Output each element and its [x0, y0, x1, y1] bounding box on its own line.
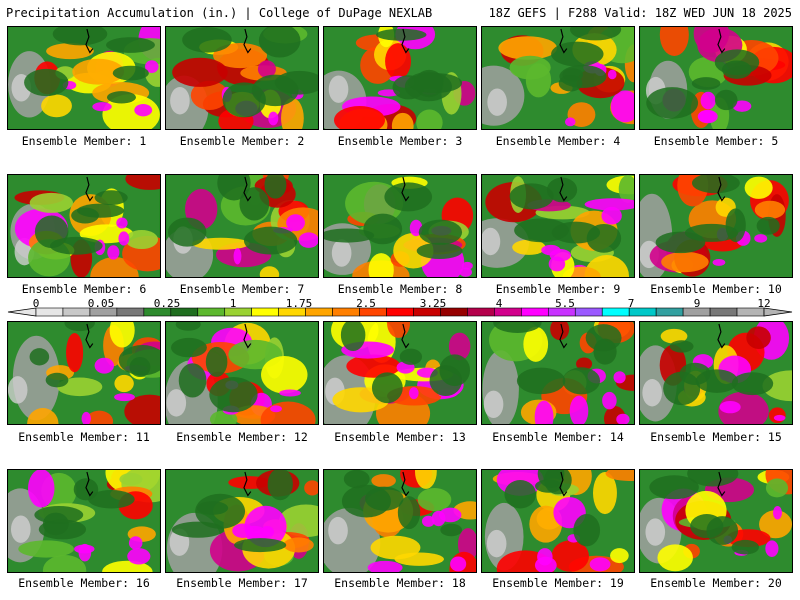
colorbar-swatch [574, 307, 603, 317]
colorbar-swatch [655, 307, 684, 317]
header-run-info: 18Z GEFS | F288 Valid: 18Z WED JUN 18 20… [488, 6, 792, 20]
ensemble-member-label: Ensemble Member: 19 [492, 576, 624, 590]
colorbar-tick-label: 7 [627, 297, 635, 310]
ensemble-member-label: Ensemble Member: 17 [176, 576, 308, 590]
colorbar-tick-label: 1.75 [285, 297, 313, 310]
ensemble-map-panel [323, 321, 477, 425]
ensemble-map-panel [639, 321, 793, 425]
ensemble-map-panel [481, 174, 635, 278]
ensemble-map-panel [323, 469, 477, 573]
ensemble-map-panel [639, 469, 793, 573]
ensemble-member-label: Ensemble Member: 6 [21, 282, 147, 296]
colorbar-tick-label: 0.05 [87, 297, 115, 310]
ensemble-member-label: Ensemble Member: 8 [337, 282, 463, 296]
ensemble-map-panel [165, 26, 319, 130]
colorbar [0, 296, 800, 320]
header-title: Precipitation Accumulation (in.) | Colle… [6, 6, 433, 20]
ensemble-map-panel [165, 174, 319, 278]
ensemble-member-label: Ensemble Member: 11 [18, 430, 150, 444]
ensemble-member-label: Ensemble Member: 10 [650, 282, 782, 296]
colorbar-tick-label: 9 [693, 297, 701, 310]
colorbar-tick-label: 1 [229, 297, 237, 310]
ensemble-map-panel [7, 469, 161, 573]
ensemble-map-panel [323, 174, 477, 278]
ensemble-map-panel [7, 321, 161, 425]
ensemble-map-panel [639, 174, 793, 278]
colorbar-tick-label: 0 [32, 297, 40, 310]
colorbar-tick-label: 4 [495, 297, 503, 310]
ensemble-member-label: Ensemble Member: 16 [18, 576, 150, 590]
colorbar-swatch [116, 307, 145, 317]
colorbar-swatch [386, 307, 414, 317]
ensemble-map-panel [7, 26, 161, 130]
colorbar-tick-label: 3.25 [419, 297, 447, 310]
ensemble-member-label: Ensemble Member: 9 [495, 282, 621, 296]
ensemble-map-panel [481, 469, 635, 573]
ensemble-member-label: Ensemble Member: 2 [179, 134, 305, 148]
ensemble-map-panel [639, 26, 793, 130]
ensemble-map-panel [7, 174, 161, 278]
colorbar-tick-label: 2.5 [356, 297, 376, 310]
colorbar-swatch [601, 307, 630, 317]
ensemble-member-label: Ensemble Member: 20 [650, 576, 782, 590]
ensemble-member-label: Ensemble Member: 5 [653, 134, 779, 148]
colorbar-tick-label: 12 [757, 297, 771, 310]
ensemble-member-label: Ensemble Member: 3 [337, 134, 463, 148]
ensemble-member-label: Ensemble Member: 14 [492, 430, 624, 444]
colorbar-swatch [197, 307, 226, 317]
colorbar-swatch [62, 307, 91, 317]
ensemble-map-panel [481, 26, 635, 130]
ensemble-member-label: Ensemble Member: 13 [334, 430, 466, 444]
ensemble-member-label: Ensemble Member: 7 [179, 282, 305, 296]
colorbar-tick-label: 0.25 [153, 297, 181, 310]
ensemble-map-panel [323, 26, 477, 130]
ensemble-member-label: Ensemble Member: 12 [176, 430, 308, 444]
ensemble-map-panel [165, 321, 319, 425]
ensemble-map-panel [481, 321, 635, 425]
colorbar-swatch [35, 307, 64, 317]
colorbar-swatch [251, 307, 279, 317]
ensemble-member-label: Ensemble Member: 1 [21, 134, 147, 148]
colorbar-swatch [467, 307, 495, 317]
ensemble-member-label: Ensemble Member: 18 [334, 576, 466, 590]
colorbar-swatch [709, 307, 738, 317]
colorbar-tick-label: 5.5 [555, 297, 575, 310]
ensemble-map-panel [165, 469, 319, 573]
ensemble-member-label: Ensemble Member: 15 [650, 430, 782, 444]
colorbar-swatch [521, 307, 549, 317]
ensemble-member-label: Ensemble Member: 4 [495, 134, 621, 148]
